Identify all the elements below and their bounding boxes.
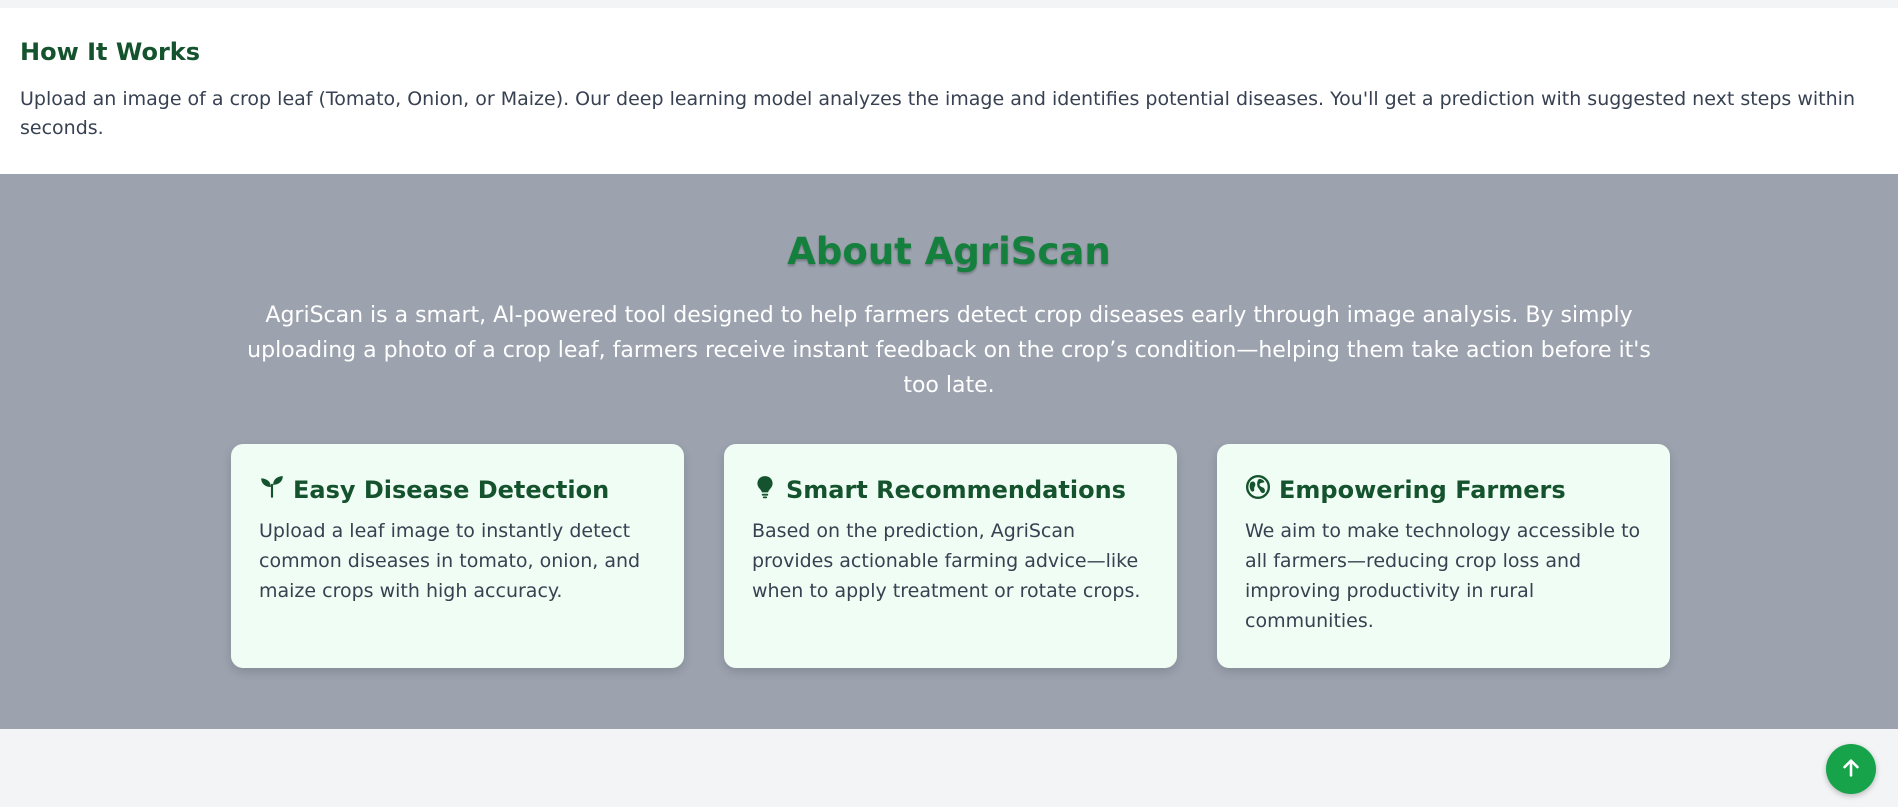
feature-card-title: Smart Recommendations	[786, 476, 1126, 504]
lightbulb-icon	[752, 474, 778, 506]
globe-icon	[1245, 474, 1271, 506]
feature-card-recommendations: Smart Recommendations Based on the predi…	[724, 444, 1177, 668]
scroll-to-top-button[interactable]	[1826, 744, 1876, 794]
top-strip	[0, 0, 1898, 8]
how-it-works-section: How It Works Upload an image of a crop l…	[0, 8, 1898, 174]
about-intro: AgriScan is a smart, AI-powered tool des…	[247, 303, 1651, 398]
how-it-works-title: How It Works	[20, 38, 201, 66]
feature-card-title: Empowering Farmers	[1279, 476, 1566, 504]
about-section: About AgriScan AgriScan is a smart, AI-p…	[0, 174, 1898, 729]
feature-card-disease-detection: Easy Disease Detection Upload a leaf ima…	[231, 444, 684, 668]
feature-card-text: We aim to make technology accessible to …	[1245, 520, 1641, 632]
arrow-up-icon	[1840, 757, 1862, 782]
how-it-works-text: Upload an image of a crop leaf (Tomato, …	[20, 88, 1855, 139]
feature-card-text: Upload a leaf image to instantly detect …	[259, 520, 641, 602]
about-title: About AgriScan	[787, 230, 1111, 273]
seedling-icon	[259, 474, 285, 506]
feature-card-text: Based on the prediction, AgriScan provid…	[752, 520, 1141, 602]
feature-card-empowering: Empowering Farmers We aim to make techno…	[1217, 444, 1670, 668]
feature-card-title: Easy Disease Detection	[293, 476, 610, 504]
